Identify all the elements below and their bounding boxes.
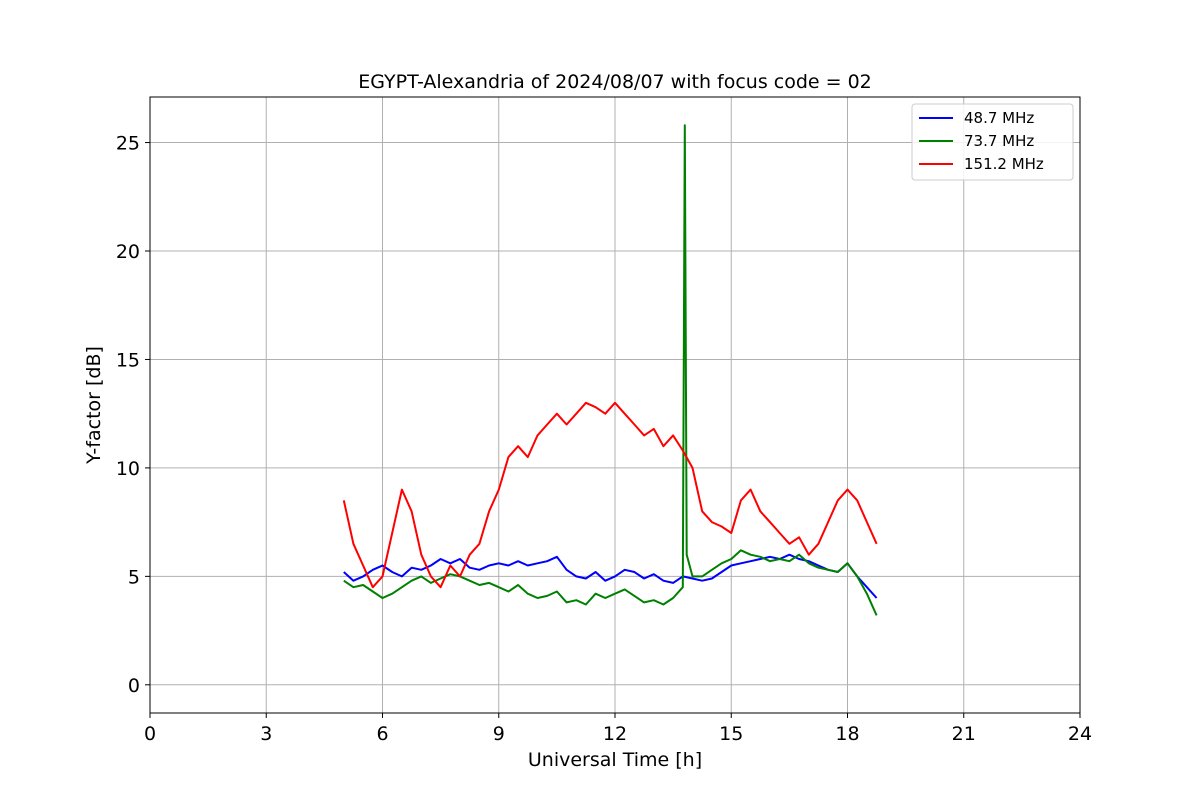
y-tick-label: 5 xyxy=(128,566,140,588)
legend: 48.7 MHz 73.7 MHz 151.2 MHz xyxy=(911,103,1074,181)
series-lines xyxy=(342,124,878,616)
legend-label: 73.7 MHz xyxy=(964,132,1034,150)
x-tick-label: 15 xyxy=(719,723,743,745)
y-tick-label: 20 xyxy=(116,241,140,263)
legend-label: 48.7 MHz xyxy=(964,109,1034,127)
x-axis-label: Universal Time [h] xyxy=(528,749,702,771)
gridlines xyxy=(149,97,1081,713)
x-tick-label: 24 xyxy=(1068,723,1092,745)
x-tick-label: 0 xyxy=(144,723,156,745)
y-tick-label: 0 xyxy=(128,675,140,697)
series-line-2 xyxy=(343,124,878,616)
x-tick-label: 6 xyxy=(376,723,388,745)
legend-box xyxy=(911,103,1074,181)
y-axis-label: Y-factor [dB] xyxy=(83,346,105,465)
y-axis-ticks: 0 5 10 15 20 25 xyxy=(116,133,150,697)
series-line-1 xyxy=(343,553,878,599)
series-line-3 xyxy=(342,401,878,589)
x-tick-label: 3 xyxy=(260,723,272,745)
x-axis-ticks: 0 3 6 9 12 15 18 21 24 xyxy=(144,713,1092,745)
y-tick-label: 15 xyxy=(116,349,140,371)
x-tick-label: 21 xyxy=(952,723,976,745)
x-tick-label: 18 xyxy=(835,723,859,745)
y-tick-label: 10 xyxy=(116,458,140,480)
x-tick-label: 9 xyxy=(493,723,505,745)
y-tick-label: 25 xyxy=(116,133,140,155)
x-tick-label: 12 xyxy=(603,723,627,745)
legend-label: 151.2 MHz xyxy=(964,155,1044,173)
chart-title: EGYPT-Alexandria of 2024/08/07 with focu… xyxy=(358,71,872,93)
